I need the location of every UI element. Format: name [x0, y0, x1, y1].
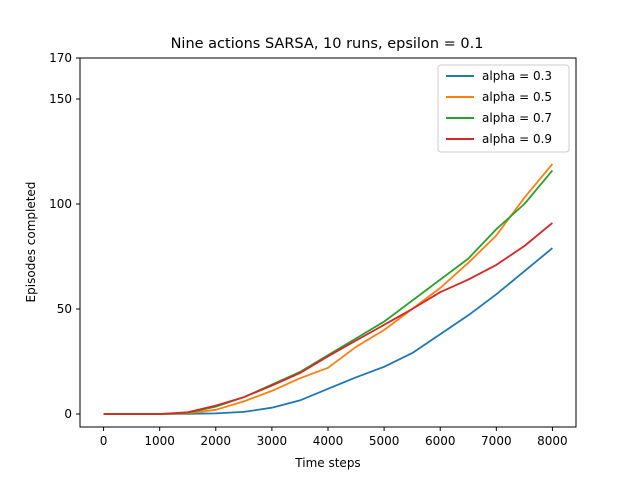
- legend-label: alpha = 0.5: [482, 90, 552, 104]
- x-tick-label: 1000: [144, 434, 175, 448]
- series-line-0: [103, 247, 553, 415]
- legend-label: alpha = 0.7: [482, 111, 552, 125]
- legend-label: alpha = 0.9: [482, 132, 552, 146]
- x-tick-label: 4000: [313, 434, 344, 448]
- x-tick-label: 6000: [425, 434, 456, 448]
- x-axis-label: Time steps: [294, 456, 360, 470]
- x-tick-label: 5000: [369, 434, 400, 448]
- legend: alpha = 0.3 alpha = 0.5 alpha = 0.7 alpha =…: [437, 64, 570, 153]
- y-axis-label: Episodes completed: [24, 182, 38, 303]
- x-tick-label: 0: [100, 434, 108, 448]
- x-tick-label: 2000: [201, 434, 232, 448]
- legend-label: alpha = 0.3: [482, 69, 552, 83]
- x-tick-label: 8000: [537, 434, 568, 448]
- chart-title: Nine actions SARSA, 10 runs, epsilon = 0…: [171, 36, 484, 52]
- x-tick-label: 3000: [257, 434, 288, 448]
- y-tick-label: 50: [57, 302, 72, 316]
- series-line-3: [103, 222, 553, 415]
- legend-box: [437, 64, 570, 153]
- x-tick-label: 7000: [481, 434, 512, 448]
- y-tick-label: 170: [49, 51, 72, 65]
- y-tick-label: 150: [49, 92, 72, 106]
- y-tick-label: 0: [64, 407, 72, 421]
- series-line-1: [103, 163, 554, 415]
- series-line-2: [103, 169, 554, 415]
- y-axis: 0 50 100 150 170: [49, 51, 80, 421]
- x-axis: 0 1000 2000 3000 4000 5000 6000 7000 8000: [100, 427, 568, 448]
- y-tick-label: 100: [49, 197, 72, 211]
- plot-area: [103, 163, 554, 415]
